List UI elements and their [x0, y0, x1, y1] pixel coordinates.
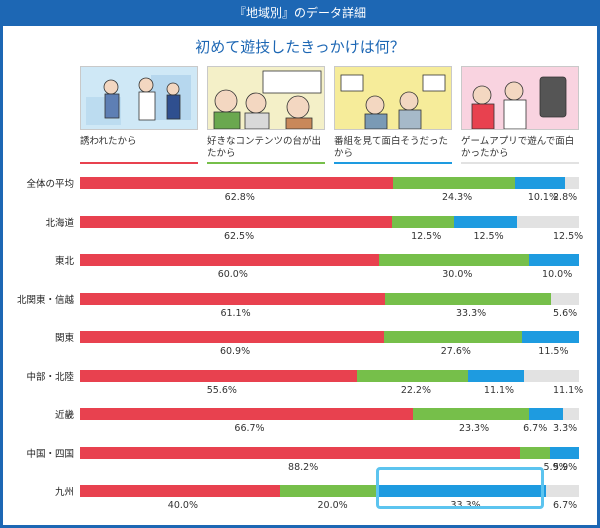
row-label: 東北: [54, 256, 74, 267]
legend-label: 誘われたから: [80, 136, 137, 147]
bar-segment: [80, 446, 521, 459]
row-label: 中部・北陸: [26, 371, 74, 383]
legend-color-line: [80, 162, 198, 164]
bar-segment: [565, 177, 579, 189]
page-header: 『地域別』のデータ詳細: [0, 0, 600, 26]
friends-inviting-illustration: [80, 66, 198, 130]
bar-segment: [383, 331, 522, 343]
legend-label: 好きなコンテンツの台が出たから: [207, 136, 322, 159]
data-label: 10.0%: [542, 269, 573, 280]
bar-segment: [357, 369, 469, 382]
cr-machine-fans-illustration: [207, 66, 325, 130]
data-label: 12.5%: [411, 230, 442, 242]
bar-segment: [529, 254, 579, 266]
legend-label: ゲームアプリで遊んで面白かったから: [461, 136, 575, 159]
data-label: 11.1%: [553, 384, 584, 396]
legend-item-content: 好きなコンテンツの台が出たから: [207, 66, 325, 164]
legend-item-tv: 番組を見て面白そうだったから: [334, 66, 452, 164]
data-label: 6.7%: [523, 423, 548, 434]
row-label: 関東: [54, 333, 74, 344]
bar-segment: [80, 331, 384, 343]
bar-segment: [80, 485, 280, 497]
data-label: 12.5%: [473, 230, 504, 242]
data-label: 30.0%: [442, 269, 473, 280]
bar-segment: [545, 485, 579, 497]
bar-segment: [80, 177, 394, 189]
data-label: 12.5%: [553, 230, 584, 242]
data-label: 33.3%: [455, 307, 487, 319]
data-label: 40.0%: [167, 500, 198, 511]
legend-color-line: [334, 162, 452, 164]
row-label: 北海道: [45, 217, 74, 229]
bar-segment: [80, 254, 380, 266]
data-label: 33.3%: [450, 500, 481, 511]
bar-segment: [384, 292, 552, 305]
data-label: 61.1%: [220, 307, 251, 319]
row-label: 全体の平均: [26, 179, 74, 190]
data-label: 11.5%: [538, 346, 569, 357]
bar-segment: [562, 408, 579, 420]
legend-color-line: [207, 162, 325, 164]
data-label: 62.8%: [224, 192, 255, 203]
bar-segment: [549, 446, 579, 459]
bar-segment: [514, 177, 566, 189]
bar-segment: [529, 408, 563, 420]
legend-item-invited: 誘われたから: [80, 66, 198, 164]
tv-program-illustration: [334, 66, 452, 130]
bar-segment: [379, 485, 546, 497]
data-label: 66.7%: [234, 423, 265, 434]
game-app-illustration: [461, 66, 579, 130]
row-label: 中国・四国: [26, 448, 74, 460]
bar-segment: [379, 254, 530, 266]
data-label: 6.7%: [553, 500, 578, 511]
data-label: 11.1%: [483, 384, 515, 396]
bar-segment: [80, 408, 413, 420]
row-label: 北関東・信越: [16, 294, 74, 306]
chart-title: 初めて遊技したきっかけは何？: [195, 38, 405, 56]
row-label: 九州: [54, 487, 74, 498]
bar-segment: [468, 369, 524, 382]
bar-segment: [391, 215, 455, 228]
data-label: 5.9%: [553, 461, 578, 473]
data-label: 88.2%: [288, 461, 319, 473]
legend-label: 番組を見て面白そうだったから: [334, 136, 449, 159]
bar-segment: [80, 369, 358, 382]
data-label: 5.6%: [553, 307, 578, 319]
bar-segment: [80, 292, 385, 305]
legend-item-game-app: ゲームアプリで遊んで面白かったから: [461, 66, 579, 164]
bar-segment: [516, 215, 579, 228]
data-label: 60.0%: [217, 269, 248, 280]
data-label: 24.3%: [442, 192, 473, 203]
data-label: 2.8%: [553, 192, 578, 203]
bar-segment: [279, 485, 380, 497]
row-label: 近畿: [54, 410, 74, 421]
data-label: 10.1%: [527, 192, 559, 203]
bar-segment: [80, 215, 392, 228]
bar-segment: [551, 292, 579, 305]
data-label: 20.0%: [317, 500, 348, 511]
highlight-box: [376, 467, 544, 509]
bar-segment: [393, 177, 515, 189]
data-label: 3.3%: [553, 423, 578, 434]
data-label: 60.9%: [219, 346, 251, 357]
data-label: 23.3%: [458, 423, 490, 434]
data-label: 55.6%: [206, 384, 237, 396]
legend-color-line: [461, 162, 579, 164]
bar-segment: [520, 446, 550, 459]
bar-segment: [523, 369, 579, 382]
bar-segment: [454, 215, 517, 228]
bar-segment: [521, 331, 579, 343]
bar-segment: [412, 408, 530, 420]
data-label: 22.2%: [400, 384, 432, 396]
data-label: 27.6%: [440, 346, 471, 357]
data-label: 5.9%: [543, 461, 568, 473]
data-label: 62.5%: [223, 230, 255, 242]
